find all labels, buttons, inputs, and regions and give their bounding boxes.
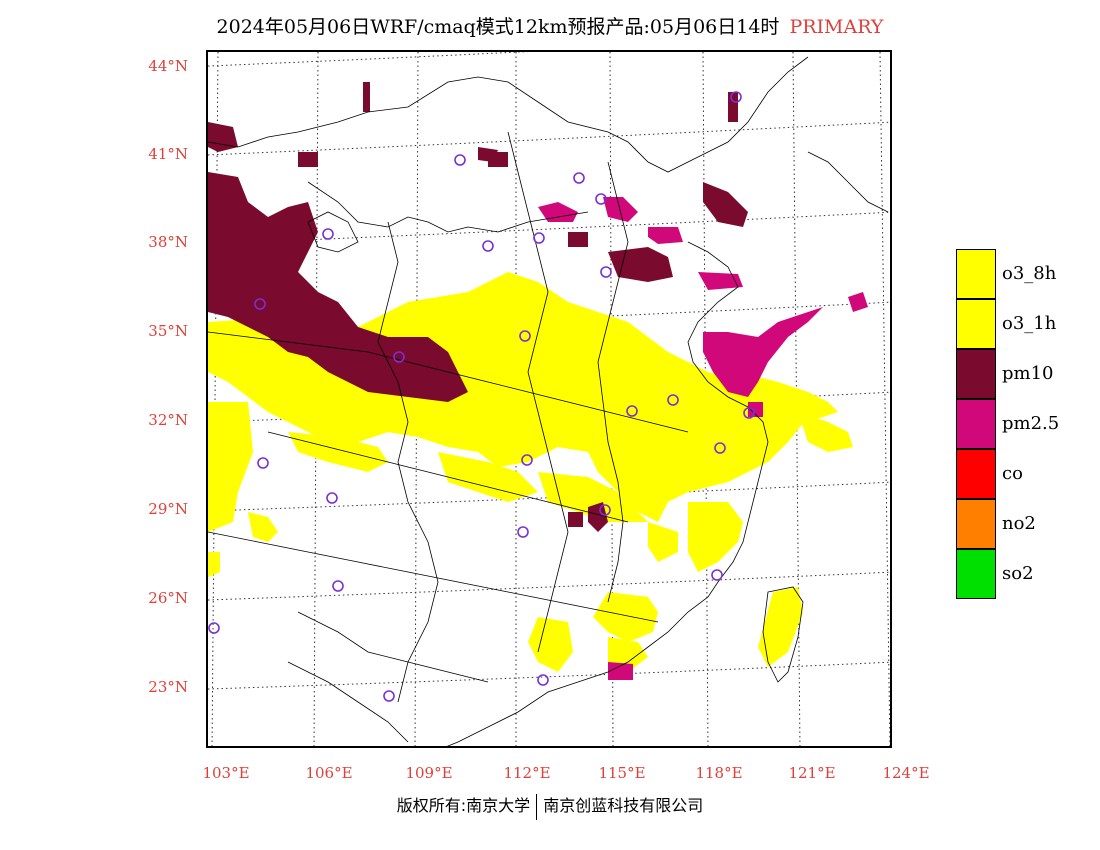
lat-label-35: 35°N <box>148 322 188 340</box>
lat-label-41: 41°N <box>148 145 188 163</box>
lon-label-109: 109°E <box>405 764 453 782</box>
footer-divider <box>536 793 538 820</box>
title-text: 2024年05月06日WRF/cmaq模式12km预报产品:05月06日14时 <box>216 16 780 38</box>
lon-label-103: 103°E <box>202 764 250 782</box>
lon-label-115: 115°E <box>598 764 646 782</box>
legend-label-o3-1h: o3_1h <box>1002 313 1057 334</box>
lon-label-124: 124°E <box>882 764 930 782</box>
legend-label-no2: no2 <box>1002 513 1036 534</box>
lon-label-106: 106°E <box>305 764 353 782</box>
lat-label-23: 23°N <box>148 678 188 696</box>
legend-label-pm10: pm10 <box>1002 363 1054 384</box>
legend-label-co: co <box>1002 463 1023 484</box>
legend-swatch-co <box>956 449 996 499</box>
lat-label-44: 44°N <box>148 57 188 75</box>
legend-label-o3-8h: o3_8h <box>1002 263 1057 284</box>
legend-swatch-pm10 <box>956 349 996 399</box>
legend-swatch-no2 <box>956 499 996 549</box>
title-primary-tag: PRIMARY <box>789 16 884 38</box>
legend-swatch-o3-8h <box>956 249 996 299</box>
pm25-field <box>538 197 868 680</box>
legend-label-so2: so2 <box>1002 563 1034 584</box>
legend-swatch-o3-1h <box>956 299 996 349</box>
lat-label-32: 32°N <box>148 411 188 429</box>
lon-label-118: 118°E <box>695 764 743 782</box>
legend-label-pm25: pm2.5 <box>1002 413 1060 434</box>
lat-label-26: 26°N <box>148 589 188 607</box>
legend-swatch-pm25 <box>956 399 996 449</box>
map-canvas <box>208 52 890 746</box>
lon-label-112: 112°E <box>503 764 551 782</box>
forecast-map <box>206 50 892 748</box>
copyright-left: 版权所有:南京大学 <box>396 796 531 815</box>
station-markers <box>208 91 755 702</box>
copyright-right: 南京创蓝科技有限公司 <box>543 796 704 815</box>
boundaries <box>208 56 889 746</box>
copyright-footer: 版权所有:南京大学 南京创蓝科技有限公司 <box>0 792 1100 820</box>
lon-label-121: 121°E <box>788 764 836 782</box>
legend-swatch-so2 <box>956 549 996 599</box>
lat-label-29: 29°N <box>148 500 188 518</box>
map-title: 2024年05月06日WRF/cmaq模式12km预报产品:05月06日14时 P… <box>0 12 1100 39</box>
lat-label-38: 38°N <box>148 233 188 251</box>
